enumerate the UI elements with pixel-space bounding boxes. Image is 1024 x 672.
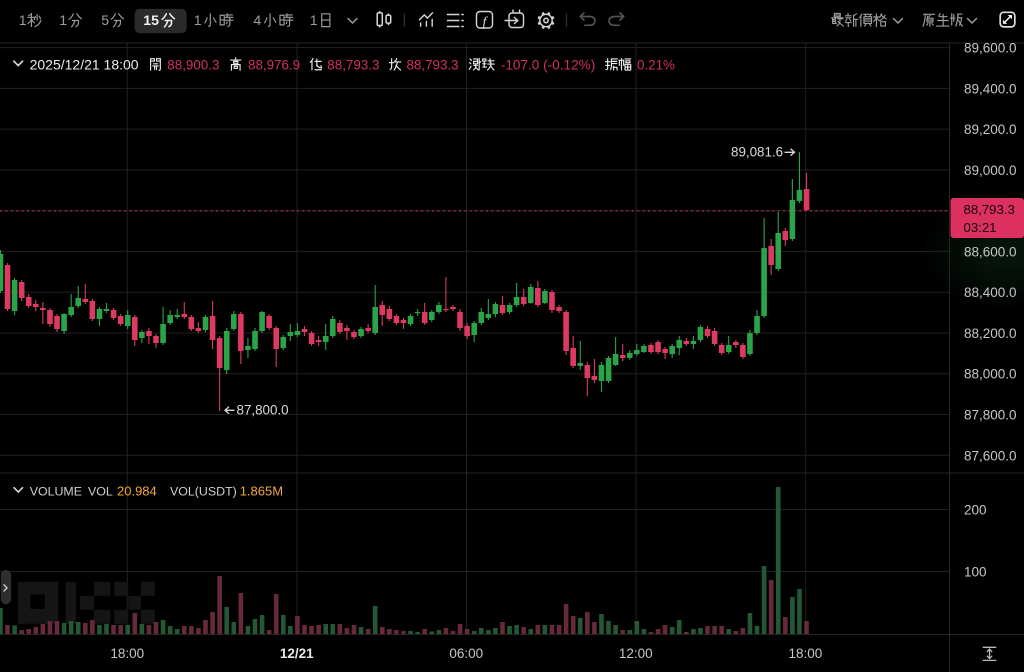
svg-text:03:21: 03:21 xyxy=(964,220,997,235)
svg-text:88,200.0: 88,200.0 xyxy=(964,326,1017,341)
svg-text:87,800.0: 87,800.0 xyxy=(964,408,1017,423)
svg-text:88,976.9: 88,976.9 xyxy=(248,57,300,72)
svg-text:1: 1 xyxy=(310,13,318,29)
svg-text:88,000.0: 88,000.0 xyxy=(964,367,1017,382)
svg-text:100: 100 xyxy=(964,565,987,580)
svg-text:f: f xyxy=(483,15,489,30)
svg-text:VOL: VOL xyxy=(88,484,113,498)
svg-text:89,600.0: 89,600.0 xyxy=(964,41,1017,56)
svg-text:200: 200 xyxy=(964,503,987,518)
svg-text:VOL(USDT): VOL(USDT) xyxy=(170,484,237,498)
svg-text:88,793.3: 88,793.3 xyxy=(407,57,459,72)
svg-text:0.21%: 0.21% xyxy=(637,57,675,72)
svg-text:87,800.0: 87,800.0 xyxy=(237,402,289,417)
svg-text:20.984: 20.984 xyxy=(117,483,157,498)
svg-text:12/21: 12/21 xyxy=(280,646,314,661)
svg-text:89,400.0: 89,400.0 xyxy=(964,81,1017,96)
svg-text:15: 15 xyxy=(143,13,159,29)
svg-text:2025/12/21 18:00: 2025/12/21 18:00 xyxy=(30,56,139,72)
svg-text:89,200.0: 89,200.0 xyxy=(964,122,1017,137)
svg-text:89,000.0: 89,000.0 xyxy=(964,163,1017,178)
svg-text:18:00: 18:00 xyxy=(110,646,144,661)
svg-text:06:00: 06:00 xyxy=(449,646,483,661)
svg-text:4: 4 xyxy=(253,13,261,29)
svg-text:1: 1 xyxy=(194,13,202,29)
svg-text:89,081.6: 89,081.6 xyxy=(731,144,783,159)
svg-text:88,900.3: 88,900.3 xyxy=(167,57,219,72)
svg-text:1: 1 xyxy=(19,13,27,29)
svg-text:18:00: 18:00 xyxy=(789,646,823,661)
svg-text:1.865M: 1.865M xyxy=(240,483,283,498)
svg-text:12:00: 12:00 xyxy=(619,646,653,661)
svg-text:88,400.0: 88,400.0 xyxy=(964,285,1017,300)
svg-text:88,600.0: 88,600.0 xyxy=(964,244,1017,259)
svg-text:87,600.0: 87,600.0 xyxy=(964,448,1017,463)
svg-text:-107.0 (-0.12%): -107.0 (-0.12%) xyxy=(501,57,595,72)
svg-text:5: 5 xyxy=(101,13,109,29)
svg-text:88,793.3: 88,793.3 xyxy=(964,202,1015,217)
svg-text:VOLUME: VOLUME xyxy=(30,484,82,498)
svg-text:1: 1 xyxy=(59,13,67,29)
svg-text:88,793.3: 88,793.3 xyxy=(327,57,379,72)
